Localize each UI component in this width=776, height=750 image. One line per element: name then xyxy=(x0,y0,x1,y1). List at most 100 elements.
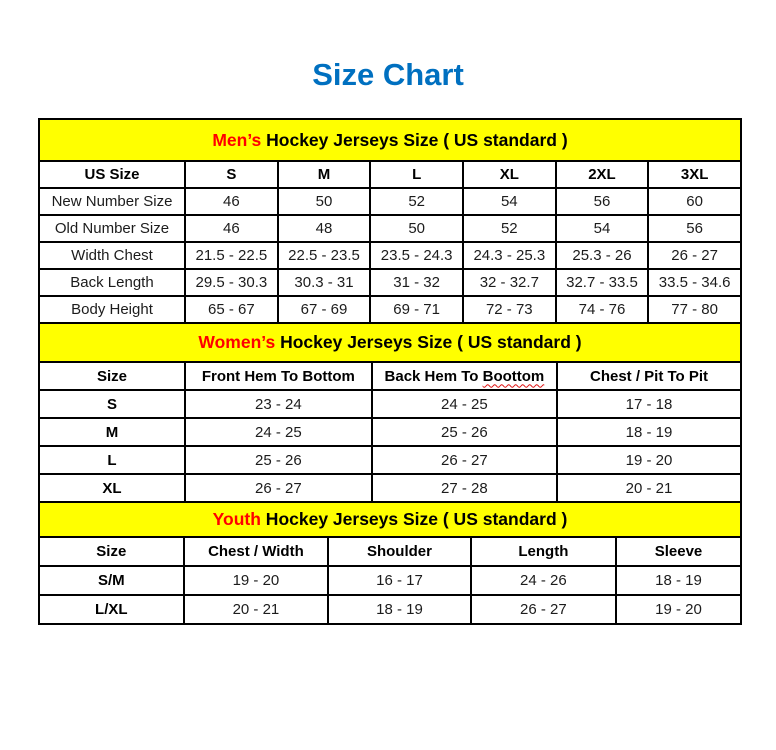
value-cell: 26 - 27 xyxy=(469,594,618,625)
value-cell: 26 - 27 xyxy=(184,473,373,503)
column-header-front-hem-to-bottom: Front Hem To Bottom xyxy=(184,361,373,391)
value-cell: 25 - 26 xyxy=(184,445,373,475)
column-header-length: Length xyxy=(469,536,618,567)
value-cell: 20 - 21 xyxy=(556,473,742,503)
value-cell: 54 xyxy=(461,187,557,216)
value-cell: 26 - 27 xyxy=(370,445,559,475)
youth-banner-highlight: Youth xyxy=(212,509,261,529)
youth-row-s-m: S/M 19 - 20 16 - 17 24 - 26 18 - 19 xyxy=(38,565,742,596)
value-cell: 19 - 20 xyxy=(182,565,330,596)
womens-banner-highlight: Women’s xyxy=(198,332,276,352)
column-header-2xl: 2XL xyxy=(554,160,650,189)
value-cell: 24 - 26 xyxy=(469,565,618,596)
column-header-l: L xyxy=(369,160,464,189)
column-header-chest-width: Chest / Width xyxy=(182,536,330,567)
column-header-m: M xyxy=(276,160,372,189)
value-cell: 48 xyxy=(276,214,372,243)
column-header-chest-pit-to-pit: Chest / Pit To Pit xyxy=(556,361,742,391)
womens-row-s: S 23 - 24 24 - 25 17 - 18 xyxy=(37,389,742,419)
mens-banner-highlight: Men’s xyxy=(212,129,262,150)
value-cell: 32 - 32.7 xyxy=(461,268,557,297)
value-cell: 72 - 73 xyxy=(461,295,557,324)
value-cell: 23 - 24 xyxy=(184,389,373,419)
value-cell: 29.5 - 30.3 xyxy=(184,268,279,297)
row-label-new-number-size: New Number Size xyxy=(37,187,187,216)
youth-banner-rest: Hockey Jerseys Size ( US standard ) xyxy=(260,509,568,529)
value-cell: 52 xyxy=(461,214,557,243)
womens-size-table: Women’s Hockey Jerseys Size ( US standar… xyxy=(37,322,742,503)
womens-banner: Women’s Hockey Jerseys Size ( US standar… xyxy=(38,322,742,363)
youth-banner: Youth Hockey Jerseys Size ( US standard … xyxy=(38,501,742,538)
row-label-s: S xyxy=(37,389,187,419)
column-header-size: Size xyxy=(37,361,187,391)
value-cell: 26 - 27 xyxy=(647,241,742,270)
youth-column-header-row: Size Chest / Width Shoulder Length Sleeve xyxy=(38,536,742,567)
womens-row-m: M 24 - 25 25 - 26 18 - 19 xyxy=(37,417,742,447)
row-label-m: M xyxy=(37,417,187,447)
value-cell: 24.3 - 25.3 xyxy=(461,241,557,270)
mens-banner-rest: Hockey Jerseys Size ( US standard ) xyxy=(261,129,568,150)
row-label-l-xl: L/XL xyxy=(38,594,185,625)
row-label-xl: XL xyxy=(37,473,187,503)
value-cell: 24 - 25 xyxy=(184,417,373,447)
row-label-back-length: Back Length xyxy=(37,268,187,297)
mens-row-width-chest: Width Chest 21.5 - 22.5 22.5 - 23.5 23.5 - … xyxy=(37,241,742,270)
mens-banner-row: Men’s Hockey Jerseys Size ( US standard … xyxy=(38,118,742,162)
mens-row-old-number-size: Old Number Size 46 48 50 52 54 56 xyxy=(37,214,742,243)
value-cell: 18 - 19 xyxy=(615,565,742,596)
mens-row-body-height: Body Height 65 - 67 67 - 69 69 - 71 72 - 73 7… xyxy=(37,295,742,324)
row-label-old-number-size: Old Number Size xyxy=(37,214,187,243)
value-cell: 19 - 20 xyxy=(615,594,742,625)
value-cell: 25 - 26 xyxy=(370,417,559,447)
column-header-s: S xyxy=(184,160,279,189)
value-cell: 23.5 - 24.3 xyxy=(369,241,464,270)
mens-column-header-row: US Size S M L XL 2XL 3XL xyxy=(37,160,742,189)
column-header-sleeve: Sleeve xyxy=(615,536,742,567)
value-cell: 19 - 20 xyxy=(556,445,742,475)
value-cell: 18 - 19 xyxy=(556,417,742,447)
mens-row-back-length: Back Length 29.5 - 30.3 30.3 - 31 31 - 32 32… xyxy=(37,268,742,297)
row-label-body-height: Body Height xyxy=(37,295,187,324)
value-cell: 20 - 21 xyxy=(182,594,330,625)
value-cell: 74 - 76 xyxy=(554,295,650,324)
column-header-shoulder: Shoulder xyxy=(327,536,472,567)
value-cell: 56 xyxy=(647,214,742,243)
womens-banner-row: Women’s Hockey Jerseys Size ( US standar… xyxy=(38,322,742,363)
womens-row-xl: XL 26 - 27 27 - 28 20 - 21 xyxy=(37,473,742,503)
value-cell: 52 xyxy=(369,187,464,216)
womens-row-l: L 25 - 26 26 - 27 19 - 20 xyxy=(37,445,742,475)
womens-column-header-row: Size Front Hem To Bottom Back Hem To Boott… xyxy=(37,361,742,391)
mens-size-table: Men’s Hockey Jerseys Size ( US standard … xyxy=(37,118,742,324)
value-cell: 46 xyxy=(184,214,279,243)
value-cell: 32.7 - 33.5 xyxy=(554,268,650,297)
mens-row-new-number-size: New Number Size 46 50 52 54 56 60 xyxy=(37,187,742,216)
value-cell: 30.3 - 31 xyxy=(276,268,372,297)
value-cell: 46 xyxy=(184,187,279,216)
value-cell: 50 xyxy=(276,187,372,216)
youth-row-l-xl: L/XL 20 - 21 18 - 19 26 - 27 19 - 20 xyxy=(38,594,742,625)
size-chart-tables: Men’s Hockey Jerseys Size ( US standard … xyxy=(37,118,742,625)
womens-banner-rest: Hockey Jerseys Size ( US standard ) xyxy=(275,332,582,352)
row-label-l: L xyxy=(37,445,187,475)
value-cell: 77 - 80 xyxy=(647,295,742,324)
value-cell: 54 xyxy=(554,214,650,243)
value-cell: 33.5 - 34.6 xyxy=(647,268,742,297)
value-cell: 56 xyxy=(554,187,650,216)
value-cell: 18 - 19 xyxy=(327,594,472,625)
value-cell: 22.5 - 23.5 xyxy=(276,241,372,270)
value-cell: 60 xyxy=(647,187,742,216)
mens-banner: Men’s Hockey Jerseys Size ( US standard … xyxy=(38,118,742,162)
youth-size-table: Youth Hockey Jerseys Size ( US standard … xyxy=(38,501,742,625)
value-cell: 17 - 18 xyxy=(556,389,742,419)
row-label-width-chest: Width Chest xyxy=(37,241,187,270)
value-cell: 21.5 - 22.5 xyxy=(184,241,279,270)
value-cell: 65 - 67 xyxy=(184,295,279,324)
column-header-size: Size xyxy=(38,536,185,567)
column-header-xl: XL xyxy=(461,160,557,189)
value-cell: 25.3 - 26 xyxy=(554,241,650,270)
value-cell: 69 - 71 xyxy=(369,295,464,324)
column-header-back-hem-to-boottom: Back Hem To Boottom xyxy=(370,361,559,391)
value-cell: 16 - 17 xyxy=(327,565,472,596)
value-cell: 31 - 32 xyxy=(369,268,464,297)
value-cell: 50 xyxy=(369,214,464,243)
